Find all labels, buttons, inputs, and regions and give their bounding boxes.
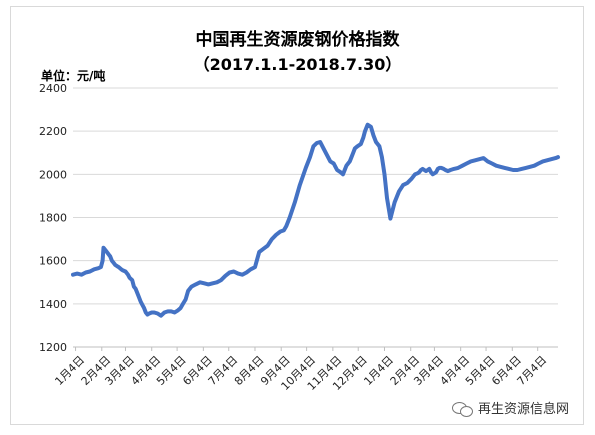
y-tick-label: 1600 [39,255,67,268]
y-tick-labels: 1200 1400 1600 1800 2000 2200 2400 [39,82,67,354]
series-line-0 [71,122,560,318]
chart-title: 中国再生资源废钢价格指数 [195,30,400,50]
grid-lines [73,87,558,348]
y-tick-label: 1400 [39,298,67,311]
watermark: 再生资源信息网 [452,398,569,417]
y-tick-label: 1200 [39,341,67,354]
y-tick-label: 2000 [39,168,67,181]
y-tick-label: 1800 [39,212,67,225]
chart-subtitle: （2017.1.1-2018.7.30） [193,55,402,74]
x-tick-labels: 1月4日2月4日3月4日4月4日5月4日6月4日7月4日8月4日9月4日10月4… [52,347,549,393]
y-axis-unit-label: 单位：元/吨 [41,69,106,83]
y-tick-label: 2200 [39,125,67,138]
y-tick-label: 2400 [39,82,67,95]
series-group [71,122,560,318]
wechat-icon [452,400,474,417]
watermark-text: 再生资源信息网 [478,402,570,417]
chart-frame [10,6,584,425]
